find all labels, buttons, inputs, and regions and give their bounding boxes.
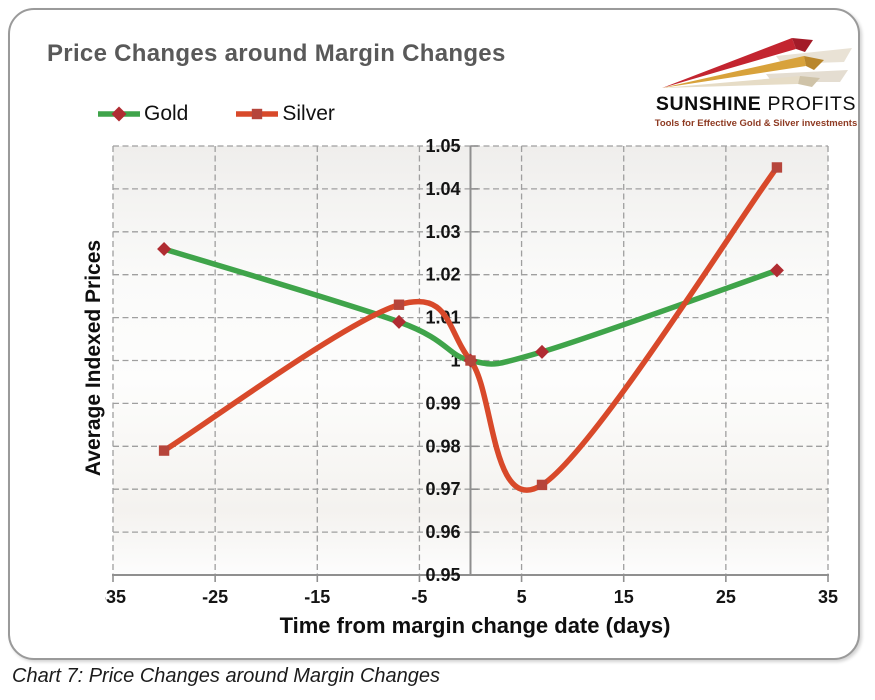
svg-text:1.04: 1.04 [425, 179, 460, 199]
svg-text:35: 35 [818, 587, 838, 607]
sunshine-profits-logo: SUNSHINE PROFITS Tools for Effective Gol… [652, 30, 860, 129]
svg-text:1.03: 1.03 [425, 222, 460, 242]
svg-text:-35: -35 [105, 587, 126, 607]
axis-ticks [112, 145, 829, 582]
svg-text:0.97: 0.97 [425, 479, 460, 499]
logo-name: SUNSHINE PROFITS [652, 93, 860, 116]
svg-text:0.99: 0.99 [425, 393, 460, 413]
svg-text:-15: -15 [304, 587, 330, 607]
legend-item-gold: Gold [96, 102, 188, 126]
y-axis-title: Average Indexed Prices [82, 239, 105, 477]
logo-name-bold: SUNSHINE [655, 93, 762, 115]
svg-text:-25: -25 [202, 587, 228, 607]
x-tick-labels: -35 -25 -15 -5 5 15 25 35 [105, 587, 838, 607]
svg-text:0.98: 0.98 [425, 436, 460, 456]
silver-markers [158, 162, 783, 491]
logo-name-light: PROFITS [767, 93, 857, 115]
legend-label-silver: Silver [282, 102, 335, 125]
svg-text:1.05: 1.05 [425, 138, 460, 156]
chart-card: Price Changes around Margin Changes Gold… [8, 8, 860, 660]
gold-diamond-icon [111, 106, 127, 122]
svg-text:0.96: 0.96 [425, 522, 460, 542]
gold-legend-swatch [98, 106, 140, 122]
svg-text:0.95: 0.95 [425, 565, 460, 585]
legend-item-silver: Silver [234, 102, 335, 126]
svg-text:-5: -5 [411, 587, 427, 607]
svg-text:5: 5 [517, 587, 527, 607]
svg-text:1: 1 [450, 351, 460, 371]
silver-square-icon [252, 108, 263, 120]
silver-line [161, 164, 780, 493]
legend: Gold Silver [96, 102, 335, 126]
x-axis-title: Time from margin change date (days) [279, 613, 671, 638]
svg-text:1.02: 1.02 [425, 265, 460, 285]
figure-caption: Chart 7: Price Changes around Margin Cha… [12, 665, 441, 687]
logo-tagline: Tools for Effective Gold & Silver invest… [654, 118, 858, 129]
legend-label-gold: Gold [144, 102, 189, 125]
logo-arrows-icon [662, 38, 852, 88]
y-tick-labels: 0.950.960.970.980.9911.011.021.031.041.0… [425, 138, 460, 585]
svg-text:15: 15 [614, 587, 634, 607]
silver-legend-swatch [236, 108, 279, 120]
plot-area: -35 -25 -15 -5 5 15 25 35 0.95 0.96 0.97 0.98 0.99 1 1… [105, 138, 838, 607]
chart-title: Price Changes around Margin Changes [47, 40, 506, 67]
svg-text:25: 25 [716, 587, 736, 607]
